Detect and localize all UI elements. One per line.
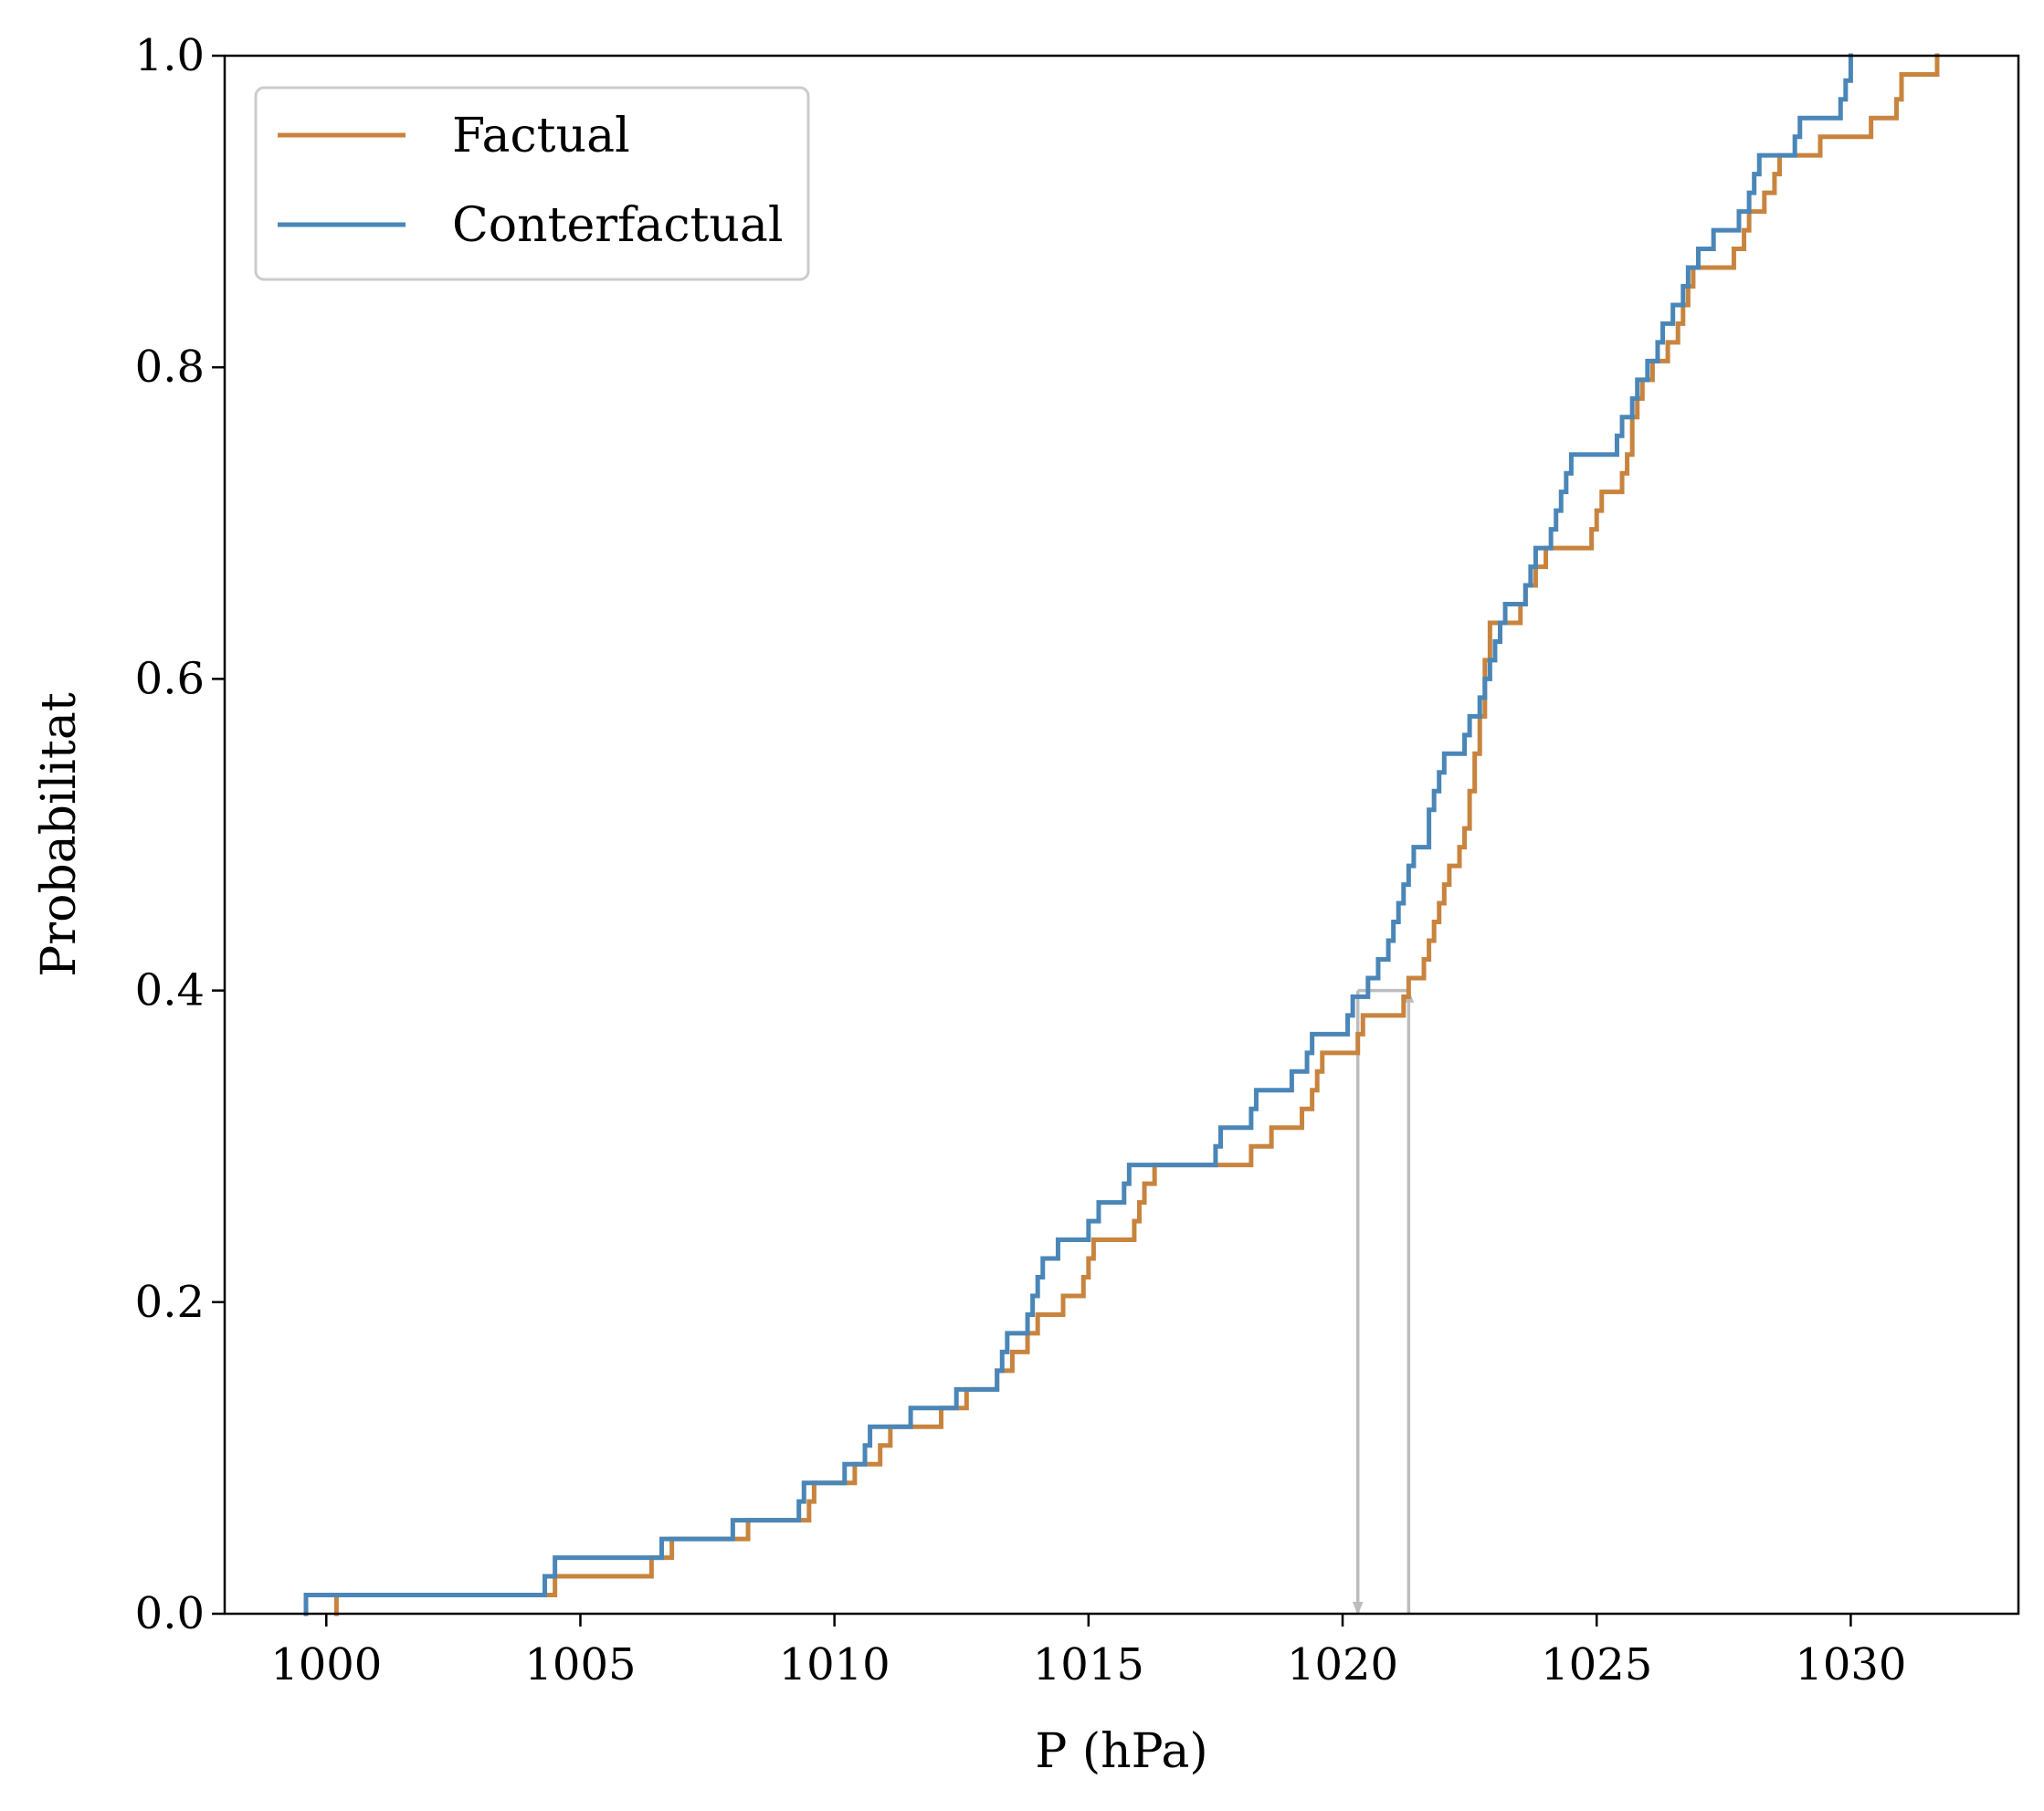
- x-tick-label: 1005: [524, 1639, 636, 1690]
- y-tick-label: 0.0: [135, 1588, 205, 1639]
- x-tick-label: 1010: [779, 1639, 890, 1690]
- x-axis: 1000 1005 1010 1015 1020 1025 1030: [270, 1614, 1906, 1690]
- x-tick-label: 1025: [1541, 1639, 1652, 1690]
- plot-frame: [223, 54, 2020, 1616]
- x-tick-label: 1015: [1033, 1639, 1144, 1690]
- x-tick-label: 1020: [1287, 1639, 1398, 1690]
- series-line-conterfactual: [303, 53, 1853, 1616]
- legend-label: Factual: [452, 109, 630, 163]
- y-tick-label: 1.0: [135, 30, 205, 81]
- y-tick-label: 0.2: [135, 1277, 205, 1328]
- x-tick-label: 1000: [270, 1639, 382, 1690]
- x-axis-title: P (hPa): [1035, 1724, 1207, 1779]
- y-axis: 0.0 0.2 0.4 0.6 0.8 1.0: [135, 30, 225, 1639]
- y-axis-title: Probabilitat: [32, 692, 87, 977]
- series-layer: [303, 53, 1940, 1616]
- legend: Factual Conterfactual: [254, 86, 810, 281]
- y-tick-label: 0.4: [135, 965, 205, 1016]
- legend-label: Conterfactual: [452, 198, 784, 253]
- y-tick-label: 0.6: [135, 653, 205, 704]
- y-tick-label: 0.8: [135, 342, 205, 393]
- x-tick-label: 1030: [1795, 1639, 1906, 1690]
